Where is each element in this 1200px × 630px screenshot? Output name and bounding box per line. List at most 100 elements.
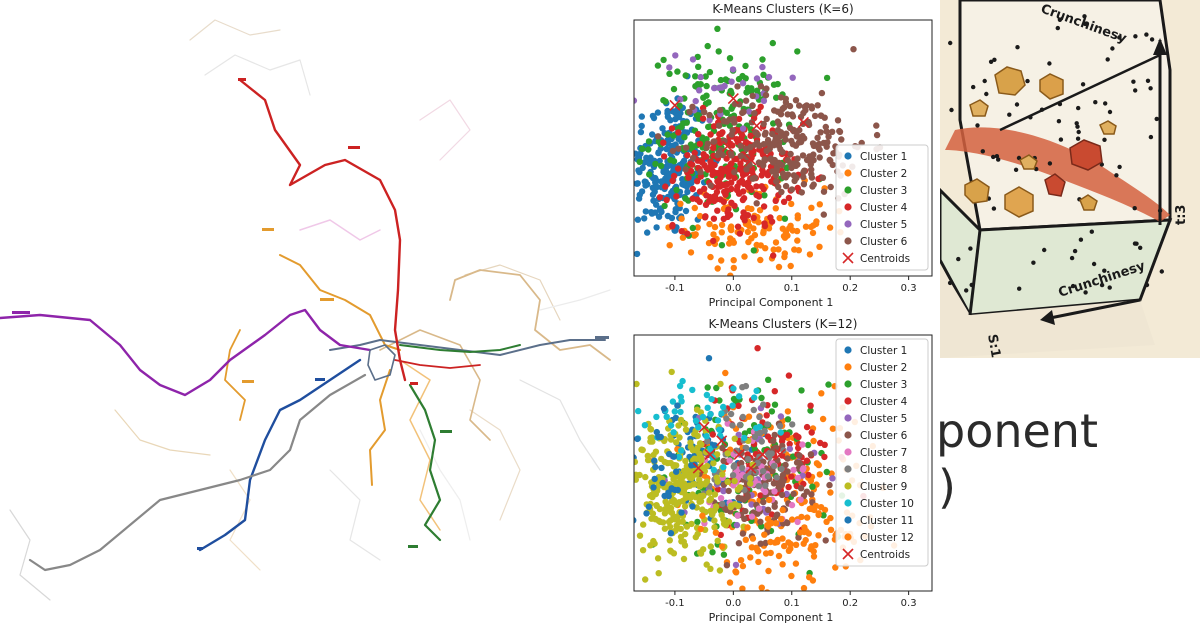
- data-point-cluster-11: [668, 485, 675, 492]
- data-point-cluster-9: [689, 491, 696, 498]
- data-point-cluster-7: [734, 512, 741, 519]
- data-point-cluster-6: [821, 114, 828, 121]
- data-point-cluster-9: [675, 518, 682, 526]
- data-point-cluster-9: [656, 505, 664, 513]
- data-point-cluster-9: [697, 493, 704, 500]
- data-point-cluster-1: [686, 180, 693, 187]
- illus-dot: [1056, 119, 1062, 124]
- data-point-cluster-11: [657, 433, 664, 441]
- centroid-marker: [721, 140, 734, 152]
- data-point-cluster-10: [730, 385, 737, 392]
- data-point-cluster-2: [718, 221, 726, 229]
- data-point-cluster-10: [689, 386, 696, 394]
- data-point-cluster-2: [788, 516, 796, 523]
- data-point-cluster-6: [742, 97, 750, 104]
- data-point-cluster-9: [724, 478, 731, 486]
- data-point-cluster-11: [670, 453, 678, 460]
- data-point-cluster-2: [806, 251, 814, 258]
- data-point-cluster-8: [758, 438, 765, 445]
- data-point-cluster-9: [650, 537, 657, 545]
- legend-label: Cluster 1: [860, 151, 907, 163]
- data-point-cluster-2: [678, 215, 685, 222]
- data-point-cluster-6: [791, 177, 798, 185]
- data-point-cluster-12: [732, 568, 739, 575]
- data-point-cluster-1: [653, 224, 660, 231]
- data-point-cluster-6: [823, 143, 830, 150]
- data-point-cluster-6: [735, 494, 742, 501]
- nuggets: [964, 66, 1117, 218]
- data-point-cluster-2: [776, 214, 783, 222]
- data-point-cluster-6: [836, 127, 843, 135]
- data-point-cluster-6: [723, 562, 731, 569]
- data-point-cluster-3: [700, 94, 707, 101]
- x-tick-label: -0.1: [665, 283, 685, 294]
- centroid-marker: [733, 448, 745, 461]
- data-point-cluster-1: [652, 174, 659, 182]
- data-point-cluster-2: [791, 246, 798, 253]
- x-tick-label: 0.2: [842, 283, 858, 294]
- data-point-cluster-2: [687, 249, 695, 256]
- red-band: [945, 127, 1170, 222]
- illus-dot: [1091, 261, 1097, 267]
- data-point-cluster-6: [810, 157, 817, 164]
- data-point-cluster-6: [706, 111, 713, 119]
- data-point-cluster-8: [754, 459, 761, 467]
- station-marker: [242, 380, 254, 383]
- data-point-cluster-4: [720, 168, 728, 175]
- data-point-cluster-12: [747, 554, 754, 561]
- data-point-cluster-2: [711, 223, 719, 231]
- data-point-cluster-9: [696, 476, 703, 483]
- data-point-cluster-6: [850, 46, 857, 53]
- data-point-cluster-1: [638, 113, 645, 120]
- illus-dot: [1075, 124, 1080, 129]
- kmeans-k12-chart-panel: K-Means Clusters (K=12) -0.1 0.0 0.1 0.2 0.3 P…: [632, 315, 940, 630]
- data-point-cluster-6: [796, 102, 803, 109]
- data-point-cluster-3: [654, 62, 662, 69]
- data-point-cluster-3: [670, 132, 677, 139]
- data-point-cluster-5: [692, 97, 699, 105]
- data-point-cluster-1: [634, 216, 642, 223]
- legend-centroid-marker: [842, 252, 854, 264]
- data-point-cluster-12: [699, 512, 706, 519]
- data-point-cluster-6: [728, 152, 735, 159]
- illus-dot: [1159, 269, 1164, 274]
- data-point-cluster-9: [680, 555, 688, 563]
- data-point-cluster-6: [820, 211, 827, 218]
- legend-label: Centroids: [860, 549, 910, 561]
- data-point-cluster-1: [641, 215, 648, 222]
- data-point-cluster-9: [636, 532, 644, 539]
- nugget: [1069, 139, 1103, 171]
- station-marker: [595, 336, 609, 339]
- data-point-cluster-3: [705, 99, 712, 106]
- data-point-cluster-6: [738, 459, 745, 467]
- data-point-cluster-10: [703, 391, 711, 399]
- data-point-cluster-9: [747, 475, 754, 482]
- data-point-cluster-9: [698, 454, 705, 462]
- illus-dot: [1031, 260, 1036, 265]
- centroid-marker: [774, 448, 786, 461]
- legend-label: Cluster 5: [860, 219, 907, 231]
- data-point-cluster-6: [781, 104, 788, 111]
- data-point-cluster-11: [653, 428, 660, 436]
- data-point-cluster-9: [676, 434, 683, 441]
- data-point-cluster-4: [785, 194, 793, 202]
- data-point-cluster-6: [790, 490, 797, 498]
- data-point-cluster-8: [729, 422, 736, 429]
- data-point-cluster-2: [679, 234, 687, 241]
- data-point-cluster-6: [770, 437, 777, 445]
- data-point-cluster-4: [689, 185, 696, 193]
- data-point-cluster-1: [667, 117, 674, 124]
- data-point-cluster-10: [669, 398, 677, 405]
- data-point-cluster-6: [782, 136, 789, 143]
- data-point-cluster-2: [802, 223, 810, 230]
- data-point-cluster-12: [800, 540, 807, 547]
- data-point-cluster-4: [731, 202, 738, 209]
- data-point-cluster-7: [717, 495, 725, 502]
- illus-dot: [1074, 121, 1079, 126]
- centroid-marker: [704, 448, 716, 461]
- data-point-cluster-2: [786, 225, 793, 232]
- data-point-cluster-11: [634, 517, 637, 524]
- legend-label: Cluster 2: [860, 168, 907, 180]
- data-point-cluster-6: [739, 530, 747, 537]
- data-point-cluster-12: [810, 548, 817, 555]
